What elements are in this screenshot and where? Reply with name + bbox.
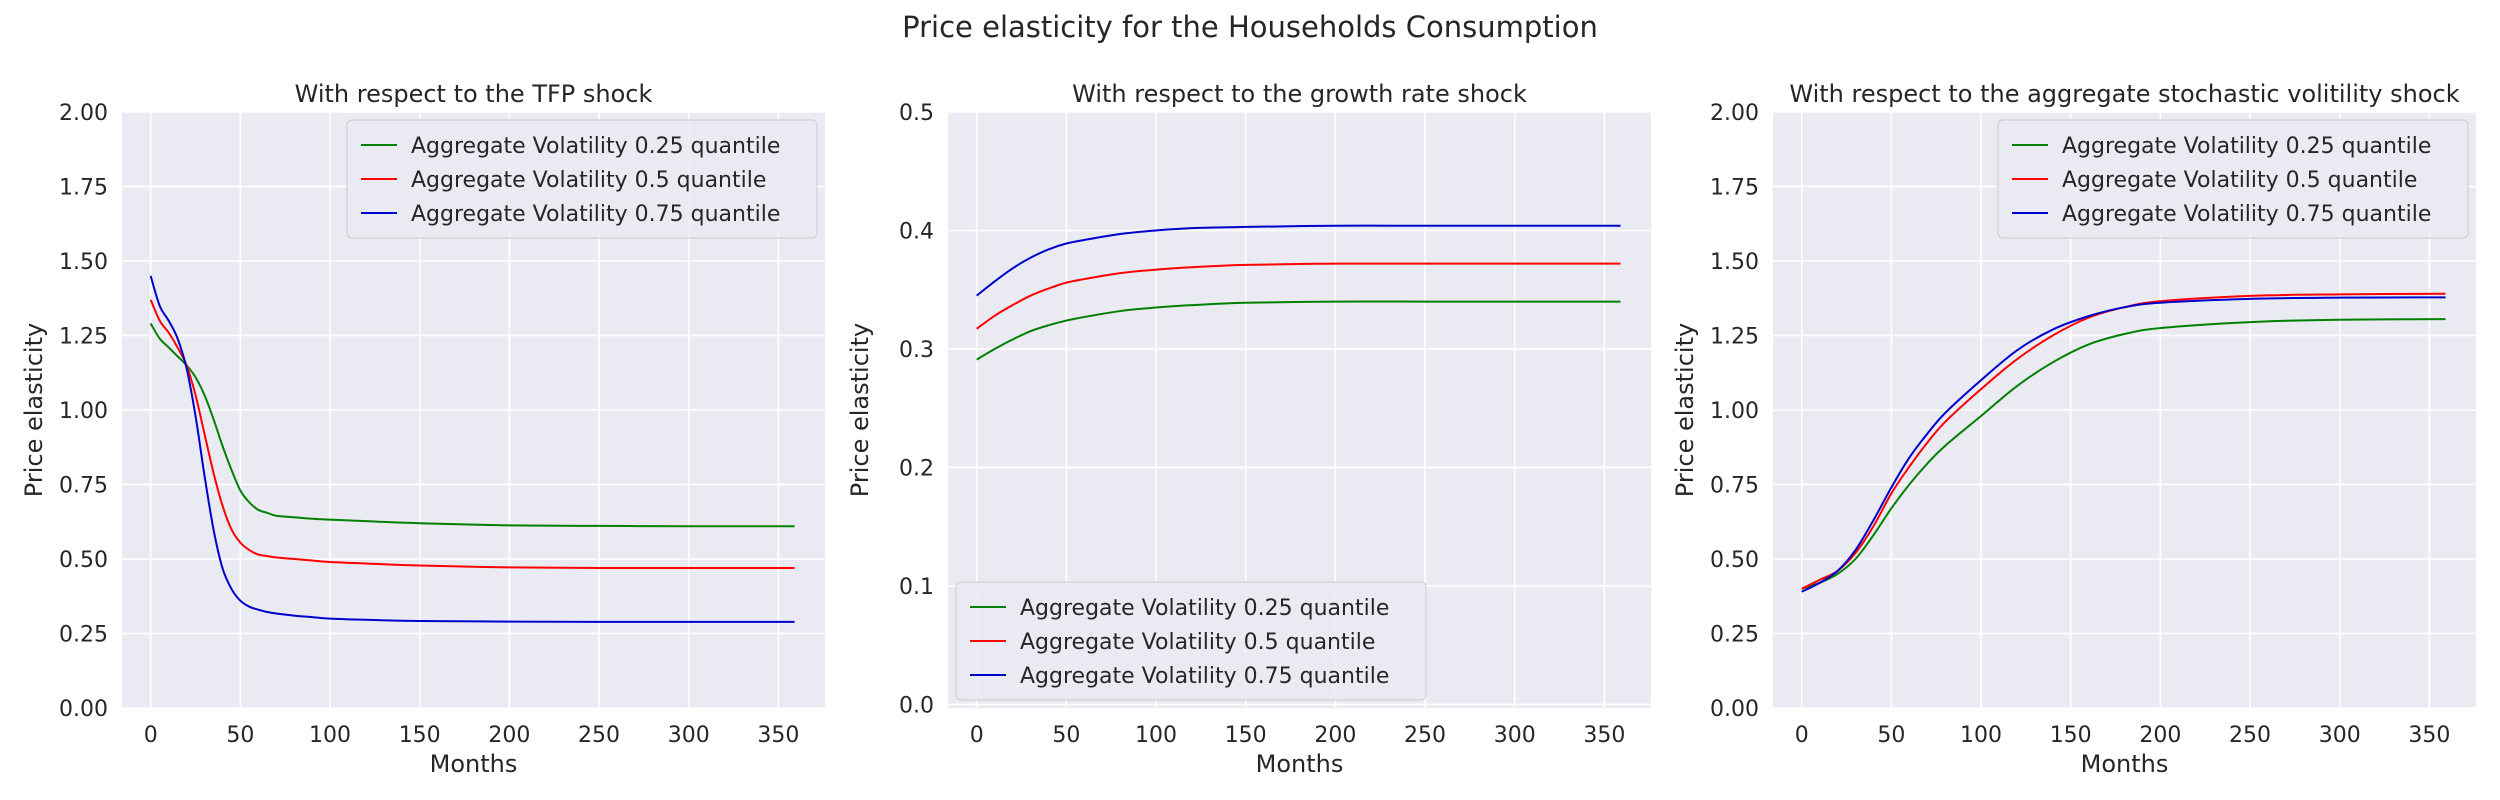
legend-box (955, 581, 1427, 701)
chart-panel-2: 0 50 100 150 200 250 300 350 0.0 0.1 0.2 0.3 0.4 0.5 M… (846, 80, 1651, 778)
y-axis-label: Price elasticity (1671, 323, 1699, 497)
legend: Aggregate Volatility 0.25 quantile Aggreg… (346, 119, 818, 239)
legend: Aggregate Volatility 0.25 quantile Aggreg… (1997, 119, 2469, 239)
y-tick-label: 0.75 (59, 474, 108, 499)
x-tick-label: 300 (2319, 723, 2361, 748)
x-tick-label: 350 (757, 723, 799, 748)
legend-label: Aggregate Volatility 0.5 quantile (2062, 168, 2417, 193)
figure-suptitle: Price elasticity for the Households Cons… (902, 10, 1598, 44)
y-tick-label: 1.00 (59, 399, 108, 424)
series-line-3 (976, 224, 1621, 297)
y-tick-label: 0.2 (899, 456, 934, 481)
x-tick-label: 0 (144, 723, 158, 748)
y-tick-label: 0.1 (899, 575, 934, 600)
chart-panel-1: 0 50 100 150 200 250 300 350 0.00 0.25 0.50 0.75 1.0… (20, 80, 825, 778)
y-tick-label: 2.00 (1710, 101, 1759, 126)
x-tick-label: 200 (488, 723, 530, 748)
series-line-1 (1801, 318, 2446, 590)
legend-box (1997, 119, 2469, 239)
chart-panel-3: 0 50 100 150 200 250 300 350 0.00 0.25 0.50 0.75 1.0… (1671, 80, 2476, 778)
x-tick-label: 200 (1314, 723, 1356, 748)
y-tick-label: 0.3 (899, 338, 934, 363)
x-tick-label: 50 (226, 723, 254, 748)
y-tick-label: 2.00 (59, 101, 108, 126)
y-tick-label: 1.50 (59, 250, 108, 275)
x-tick-label: 250 (578, 723, 620, 748)
series-line-3 (1801, 296, 2446, 593)
panels: 0 50 100 150 200 250 300 3500.000.250.500.751.0… (20, 80, 2476, 778)
x-tick-label: 150 (2050, 723, 2092, 748)
y-tick-label: 0.50 (59, 548, 108, 573)
x-tick-label: 300 (1494, 723, 1536, 748)
y-tick-label: 1.75 (1710, 176, 1759, 201)
x-tick-label: 50 (1877, 723, 1905, 748)
x-tick-label: 150 (1225, 723, 1267, 748)
y-tick-label: 0.00 (59, 697, 108, 722)
y-tick-label: 0.5 (899, 101, 934, 126)
series-line-1 (976, 300, 1621, 361)
x-tick-label: 300 (668, 723, 710, 748)
legend-label: Aggregate Volatility 0.75 quantile (411, 202, 780, 227)
y-tick-label: 0.25 (1710, 623, 1759, 648)
x-tick-label: 250 (2229, 723, 2271, 748)
x-tick-label: 0 (970, 723, 984, 748)
y-tick-label: 1.50 (1710, 250, 1759, 275)
y-tick-label: 1.75 (59, 176, 108, 201)
x-tick-label: 0 (1795, 723, 1809, 748)
x-tick-label: 200 (2139, 723, 2181, 748)
x-tick-label: 100 (1135, 723, 1177, 748)
y-tick-label: 0.00 (1710, 697, 1759, 722)
x-tick-label: 350 (1583, 723, 1625, 748)
series-line-2 (1801, 292, 2446, 590)
x-tick-label: 100 (1960, 723, 2002, 748)
y-tick-label: 0.75 (1710, 474, 1759, 499)
y-tick-label: 1.00 (1710, 399, 1759, 424)
y-axis-label: Price elasticity (846, 323, 874, 497)
legend-label: Aggregate Volatility 0.25 quantile (1020, 596, 1389, 621)
legend-label: Aggregate Volatility 0.5 quantile (1020, 630, 1375, 655)
y-axis-label: Price elasticity (20, 323, 48, 497)
legend: Aggregate Volatility 0.25 quantile Aggreg… (955, 581, 1427, 701)
y-tick-label: 1.25 (1710, 325, 1759, 350)
legend-label: Aggregate Volatility 0.5 quantile (411, 168, 766, 193)
y-tick-label: 0.0 (899, 693, 934, 718)
legend-label: Aggregate Volatility 0.25 quantile (411, 134, 780, 159)
series-line-2 (976, 262, 1621, 330)
y-tick-label: 0.4 (899, 219, 934, 244)
chart-title: With respect to the growth rate shock (1072, 80, 1527, 108)
x-axis-label: Months (1256, 750, 1344, 778)
legend-label: Aggregate Volatility 0.75 quantile (1020, 664, 1389, 689)
x-tick-label: 350 (2408, 723, 2450, 748)
chart-title: With respect to the aggregate stochastic… (1789, 80, 2459, 108)
series-line-3 (149, 275, 795, 623)
y-tick-label: 0.25 (59, 623, 108, 648)
y-tick-label: 0.50 (1710, 548, 1759, 573)
y-tick-label: 1.25 (59, 325, 108, 350)
legend-label: Aggregate Volatility 0.25 quantile (2062, 134, 2431, 159)
x-tick-label: 250 (1404, 723, 1446, 748)
x-tick-label: 100 (309, 723, 351, 748)
x-axis-label: Months (430, 750, 518, 778)
x-tick-label: 150 (399, 723, 441, 748)
legend-label: Aggregate Volatility 0.75 quantile (2062, 202, 2431, 227)
chart-title: With respect to the TFP shock (295, 80, 653, 108)
legend-box (346, 119, 818, 239)
x-tick-label: 50 (1052, 723, 1080, 748)
x-axis-label: Months (2081, 750, 2169, 778)
